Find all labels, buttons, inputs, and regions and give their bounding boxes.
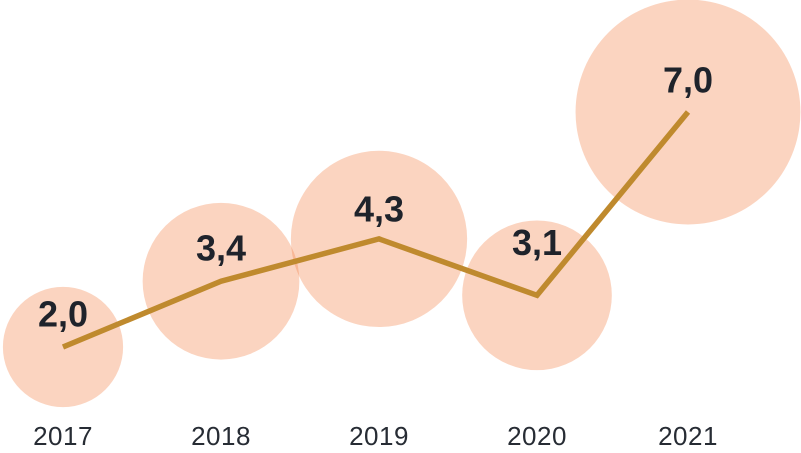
x-axis-label-2020: 2020 xyxy=(507,421,567,451)
value-label-2018: 3,4 xyxy=(196,228,246,269)
x-axis-label-2018: 2018 xyxy=(191,421,251,451)
x-axis-label-2021: 2021 xyxy=(658,421,718,451)
value-label-2019: 4,3 xyxy=(354,188,404,229)
value-label-2017: 2,0 xyxy=(38,294,88,335)
trend-line-group xyxy=(61,110,691,350)
x-axis-label-2019: 2019 xyxy=(349,421,409,451)
trend-line xyxy=(61,110,691,350)
value-label-2021: 7,0 xyxy=(663,60,713,101)
x-axis-labels-group: 2017 2018 2019 2020 2021 xyxy=(33,421,718,451)
x-axis-label-2017: 2017 xyxy=(33,421,93,451)
value-labels-group: 2,0 3,4 4,3 3,1 7,0 xyxy=(38,60,713,335)
value-label-2020: 3,1 xyxy=(512,222,562,263)
